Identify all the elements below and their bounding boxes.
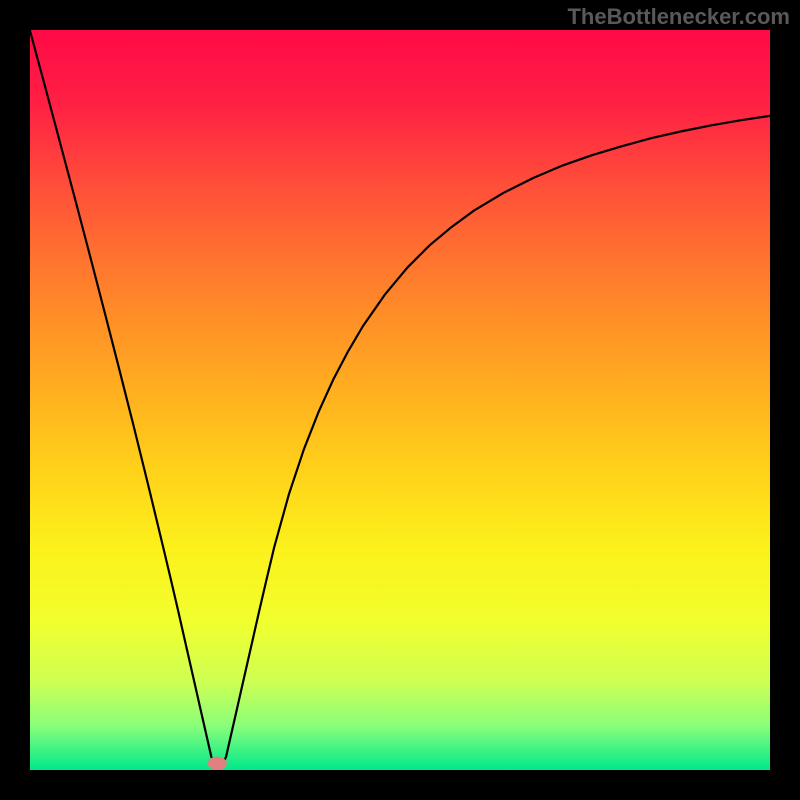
watermark-text: TheBottlenecker.com [567,4,790,30]
chart-svg [30,30,770,770]
gradient-background [30,30,770,770]
chart-container: TheBottlenecker.com [0,0,800,800]
optimum-marker [208,757,227,770]
plot-area [30,30,770,770]
